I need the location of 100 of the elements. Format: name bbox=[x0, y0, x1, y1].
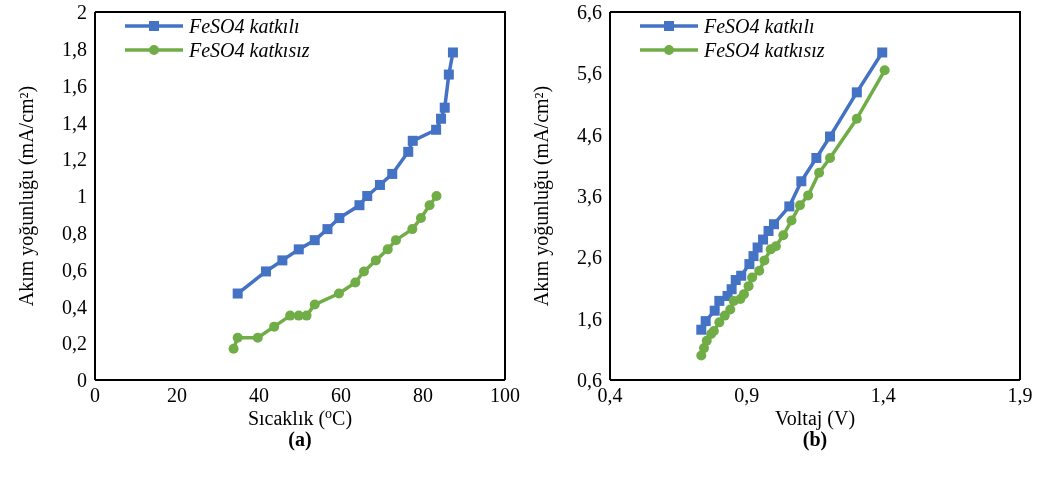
y-tick-label: 3,6 bbox=[577, 185, 602, 208]
point bbox=[851, 87, 862, 98]
point bbox=[759, 255, 770, 266]
point bbox=[696, 324, 707, 335]
point bbox=[743, 281, 754, 292]
point bbox=[709, 305, 720, 316]
y-tick-label: 0,2 bbox=[62, 332, 87, 355]
point bbox=[407, 224, 418, 235]
point bbox=[390, 235, 401, 246]
x-tick-label: 20 bbox=[167, 384, 187, 407]
point bbox=[725, 304, 736, 315]
x-tick-label: 60 bbox=[331, 384, 351, 407]
point bbox=[374, 179, 385, 190]
point bbox=[293, 244, 304, 255]
point bbox=[719, 310, 730, 321]
point bbox=[232, 288, 243, 299]
y-axis-title: Akım yoğunluğu (mA/cm²) bbox=[530, 85, 553, 307]
y-axis-title: Akım yoğunluğu (mA/cm²) bbox=[15, 85, 38, 307]
point bbox=[322, 224, 333, 235]
legend-label: FeSO4 katkılı bbox=[704, 14, 815, 38]
point bbox=[431, 191, 442, 201]
point bbox=[309, 299, 320, 310]
point bbox=[309, 235, 320, 246]
x-tick-label: 100 bbox=[490, 384, 520, 407]
y-tick-label: 0,4 bbox=[62, 295, 87, 318]
y-tick-label: 0,8 bbox=[62, 221, 87, 244]
y-tick-label: 5,6 bbox=[577, 62, 602, 85]
point bbox=[714, 317, 725, 328]
x-axis-title: Voltaj (V) bbox=[774, 407, 856, 430]
point bbox=[252, 332, 263, 343]
y-tick-label: 1,6 bbox=[62, 74, 87, 97]
point bbox=[747, 272, 758, 283]
y-tick-label: 0,6 bbox=[62, 258, 87, 281]
point bbox=[301, 310, 312, 321]
point bbox=[354, 200, 365, 211]
point bbox=[811, 152, 822, 163]
x-axis-title: Sıcaklık ($^{o}$C) bbox=[247, 405, 353, 430]
y-tick-label: 0 bbox=[77, 369, 87, 392]
point bbox=[269, 321, 280, 332]
y-tick-label: 1,2 bbox=[62, 148, 87, 171]
legend-label: FeSO4 katkılı bbox=[189, 14, 300, 38]
point bbox=[424, 200, 435, 211]
point bbox=[714, 295, 725, 306]
y-tick-label: 1,4 bbox=[62, 111, 87, 134]
point bbox=[770, 241, 781, 252]
point bbox=[758, 234, 769, 245]
point bbox=[447, 47, 458, 58]
point bbox=[232, 332, 243, 343]
point bbox=[277, 255, 288, 266]
point bbox=[228, 343, 239, 354]
x-tick-label: 1,9 bbox=[1007, 384, 1033, 407]
point bbox=[754, 265, 765, 276]
point bbox=[701, 335, 712, 346]
point bbox=[877, 47, 888, 58]
x-tick-label: 80 bbox=[413, 384, 433, 407]
point bbox=[736, 270, 747, 281]
x-tick-label: 40 bbox=[249, 384, 269, 407]
y-tick-label: 1,8 bbox=[62, 37, 87, 60]
point bbox=[407, 135, 418, 146]
y-tick-label: 1,6 bbox=[577, 307, 602, 330]
text: (a) bbox=[287, 428, 313, 451]
point bbox=[708, 325, 719, 336]
point bbox=[784, 201, 795, 212]
point bbox=[403, 146, 414, 157]
y-tick-label: 6,6 bbox=[577, 1, 602, 24]
point bbox=[334, 213, 345, 224]
point bbox=[752, 242, 763, 253]
point bbox=[333, 288, 344, 299]
legend-label: FeSO4 katkısız bbox=[704, 38, 825, 62]
point bbox=[744, 259, 755, 270]
point bbox=[786, 215, 797, 226]
point bbox=[726, 284, 737, 295]
point bbox=[350, 277, 361, 288]
legend-label: FeSO4 katkısız bbox=[189, 38, 310, 62]
point bbox=[443, 69, 454, 80]
point bbox=[803, 190, 814, 201]
point bbox=[769, 219, 779, 230]
point bbox=[879, 65, 890, 76]
point bbox=[778, 230, 789, 241]
point bbox=[851, 113, 862, 124]
point bbox=[436, 113, 447, 124]
point bbox=[382, 244, 393, 255]
point bbox=[370, 255, 381, 266]
point bbox=[362, 191, 373, 201]
point bbox=[387, 168, 398, 179]
point bbox=[796, 176, 807, 187]
point bbox=[794, 200, 805, 211]
point bbox=[825, 131, 836, 142]
x-tick-label: 0,9 bbox=[734, 384, 760, 407]
point bbox=[700, 316, 711, 327]
y-tick-label: 2 bbox=[77, 1, 87, 24]
point bbox=[439, 102, 450, 113]
point bbox=[358, 266, 369, 277]
y-tick-label: 4,6 bbox=[577, 123, 602, 146]
point bbox=[285, 310, 296, 321]
y-tick-label: 1 bbox=[77, 185, 87, 208]
point bbox=[814, 167, 825, 178]
y-tick-label: 2,6 bbox=[577, 246, 602, 269]
point bbox=[738, 289, 749, 300]
point bbox=[825, 152, 836, 163]
